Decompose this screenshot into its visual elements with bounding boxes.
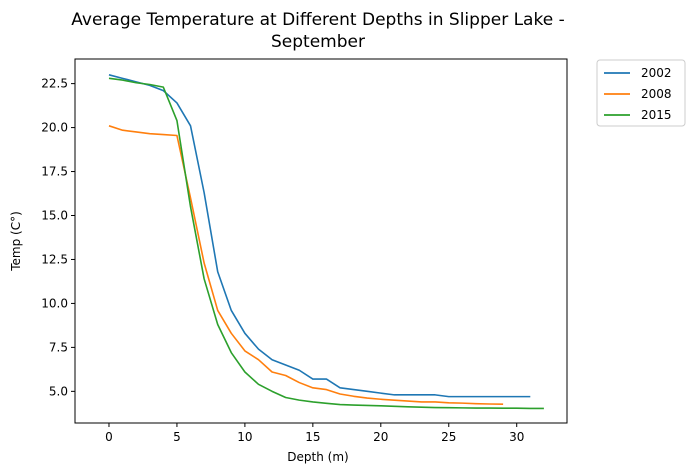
y-tick-label: 10.0: [41, 296, 68, 310]
series-line-2015: [108, 77, 544, 410]
chart-title-line-2: September: [271, 32, 365, 52]
series-layer: [108, 74, 544, 410]
x-tick-label: 15: [305, 430, 320, 444]
x-tick-label: 25: [441, 430, 456, 444]
x-tick-label: 0: [105, 430, 113, 444]
y-tick-label: 15.0: [41, 209, 68, 223]
series-line-2008: [108, 125, 504, 405]
y-tick-label: 20.0: [41, 121, 68, 135]
plot-frame: [74, 58, 568, 424]
y-axis-label: Temp (C°): [9, 211, 23, 272]
legend-label-2015: 2015: [641, 108, 672, 122]
chart-title-line-1: Average Temperature at Different Depths …: [71, 10, 564, 30]
x-tick-label: 5: [173, 430, 181, 444]
series-line-2002: [108, 74, 531, 398]
y-tick-label: 22.5: [41, 77, 68, 91]
legend-frame: [596, 59, 686, 127]
legend-label-2002: 2002: [641, 66, 672, 80]
y-tick-label: 12.5: [41, 252, 68, 266]
legend-label-2008: 2008: [641, 87, 672, 101]
plot-area: [74, 58, 568, 424]
legend: 2002 2008 2015: [596, 59, 686, 127]
x-axis: 0 5 10 15 20 25 30: [105, 423, 524, 444]
y-tick-label: 5.0: [49, 384, 68, 398]
y-tick-label: 7.5: [49, 340, 68, 354]
y-axis: 5.0 7.5 10.0 12.5 15.0 17.5 20.0 22.5: [41, 77, 75, 398]
x-tick-label: 20: [373, 430, 388, 444]
x-axis-label: Depth (m): [287, 450, 348, 464]
y-tick-label: 17.5: [41, 165, 68, 179]
x-tick-label: 10: [237, 430, 252, 444]
x-tick-label: 30: [509, 430, 524, 444]
